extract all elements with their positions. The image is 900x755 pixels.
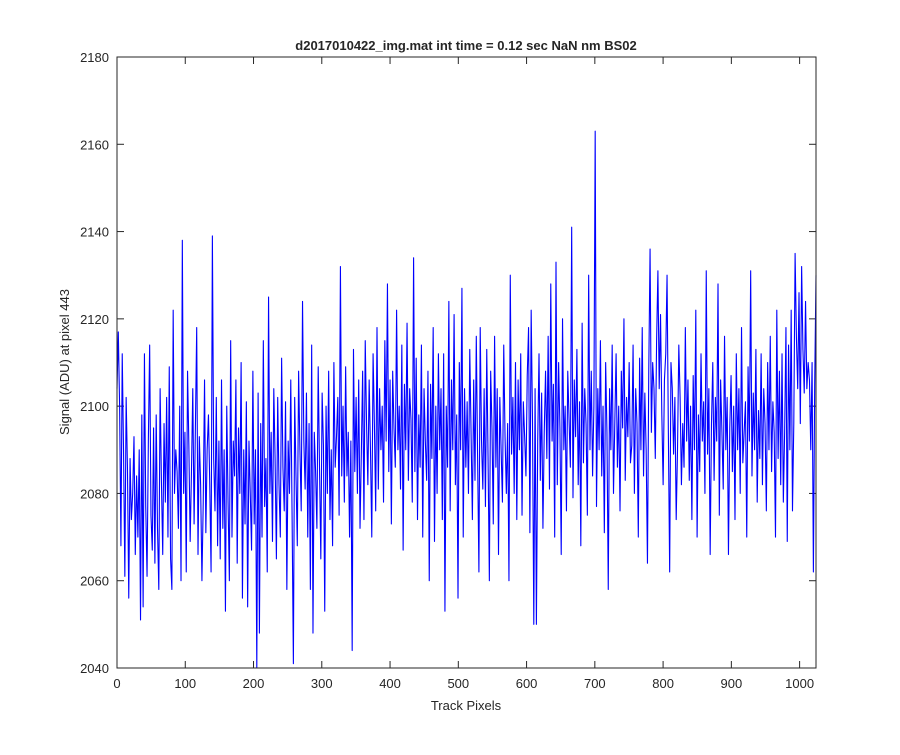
plot-area <box>117 57 816 668</box>
x-tick-label: 600 <box>516 676 538 691</box>
y-tick-label: 2060 <box>80 574 109 589</box>
y-tick-label: 2180 <box>80 50 109 65</box>
x-tick-label: 300 <box>311 676 333 691</box>
x-tick-label: 500 <box>447 676 469 691</box>
y-tick-label: 2160 <box>80 137 109 152</box>
y-tick-label: 2040 <box>80 661 109 676</box>
y-tick-label: 2140 <box>80 225 109 240</box>
x-tick-label: 200 <box>243 676 265 691</box>
series-line <box>116 130 817 669</box>
axes-box <box>116 56 817 669</box>
x-tick-label: 0 <box>113 676 120 691</box>
x-tick-label: 800 <box>652 676 674 691</box>
y-tick-label: 2100 <box>80 399 109 414</box>
x-tick-label: 100 <box>174 676 196 691</box>
series-group <box>116 130 817 669</box>
x-axis-label: Track Pixels <box>431 698 502 713</box>
chart-title: d2017010422_img.mat int time = 0.12 sec … <box>295 38 636 53</box>
axis-ticks: 0 100 200 300 400 500 600 700 800 900 1000 2040 2060… <box>80 50 816 691</box>
x-tick-label: 400 <box>379 676 401 691</box>
y-axis-label: Signal (ADU) at pixel 443 <box>57 289 72 435</box>
x-tick-label: 700 <box>584 676 606 691</box>
y-tick-label: 2120 <box>80 312 109 327</box>
y-tick-label: 2080 <box>80 486 109 501</box>
x-tick-label: 900 <box>721 676 743 691</box>
x-tick-label: 1000 <box>785 676 814 691</box>
